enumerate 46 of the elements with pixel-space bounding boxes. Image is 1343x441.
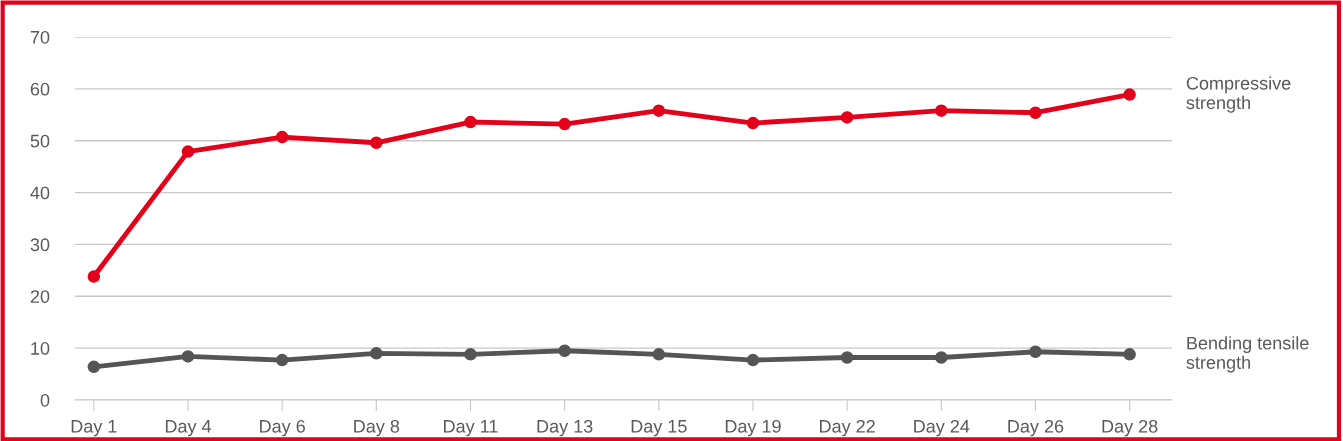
x-tick-label: Day 4 xyxy=(165,420,212,437)
x-tick-label: Day 28 xyxy=(1102,419,1158,437)
x-tick-label: Day 19 xyxy=(725,419,781,437)
text: Compressive strength xyxy=(1186,76,1291,113)
y-tick-label: 0 xyxy=(40,393,50,407)
point xyxy=(746,353,760,367)
point xyxy=(464,115,477,129)
y-tick-label: 30 xyxy=(30,238,50,252)
point xyxy=(1123,348,1136,361)
x-tick-label: Day 13 xyxy=(537,419,593,437)
x-tick-label: Day 26 xyxy=(1008,419,1064,437)
y-tick-label: 40 xyxy=(30,186,50,200)
point xyxy=(935,351,948,364)
point xyxy=(87,270,101,283)
x-tick-label: Day 22 xyxy=(820,419,875,437)
x-tick-label: Day 6 xyxy=(260,419,305,437)
point xyxy=(87,360,101,374)
x-tick-label: Day 8 xyxy=(354,419,400,437)
text: Bending tensile strength xyxy=(1186,336,1309,373)
y-tick-label: 60 xyxy=(30,82,50,96)
x-tick-label: Day 1 xyxy=(71,420,117,437)
point xyxy=(558,344,571,357)
point xyxy=(935,104,948,117)
x-tick-label: Day 24 xyxy=(914,419,970,437)
point xyxy=(1029,345,1042,359)
point xyxy=(652,348,666,361)
point xyxy=(275,130,289,144)
point xyxy=(1123,88,1136,101)
point xyxy=(275,353,289,367)
point xyxy=(746,116,760,130)
point xyxy=(840,351,854,364)
point xyxy=(181,145,195,158)
y-tick-label: 50 xyxy=(30,134,50,148)
point xyxy=(558,117,571,131)
point xyxy=(652,104,666,117)
x-tick-label: Day 15 xyxy=(631,420,687,437)
point xyxy=(840,111,854,124)
point xyxy=(370,347,383,360)
point xyxy=(370,136,383,150)
point xyxy=(464,348,477,361)
x-tick-label: Day 11 xyxy=(444,420,498,437)
point xyxy=(1029,106,1042,119)
point xyxy=(181,350,195,363)
y-tick-label: 20 xyxy=(30,290,50,304)
y-tick-label: 70 xyxy=(30,30,50,44)
y-tick-label: 10 xyxy=(31,342,50,355)
